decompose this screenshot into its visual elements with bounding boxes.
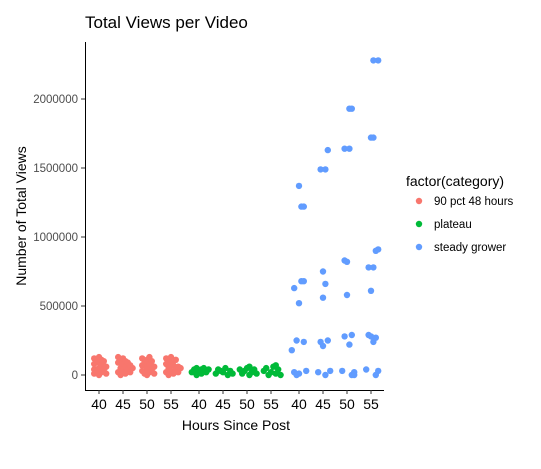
data-point <box>295 300 303 307</box>
data-point <box>253 370 260 377</box>
y-tick-label: 2000000 <box>33 94 78 106</box>
data-point <box>324 146 331 154</box>
data-point <box>367 287 375 294</box>
data-point <box>365 264 372 271</box>
data-point <box>322 371 329 379</box>
data-point <box>177 364 184 372</box>
data-point <box>151 370 158 377</box>
data-point <box>167 353 175 361</box>
data-point <box>341 257 348 264</box>
x-tick-label: 55 <box>263 396 279 412</box>
data-point <box>229 370 236 377</box>
x-tick-label: 50 <box>239 396 255 412</box>
data-point <box>148 358 155 365</box>
data-point <box>346 341 353 348</box>
data-point <box>151 363 158 370</box>
data-point <box>351 371 358 379</box>
data-point <box>100 358 108 365</box>
y-axis-title: Number of Total Views <box>13 146 29 286</box>
data-point <box>348 105 355 112</box>
data-point <box>317 166 324 173</box>
x-tick-label: 45 <box>115 396 131 412</box>
data-point <box>343 291 351 299</box>
legend-title: factor(category) <box>406 173 504 189</box>
x-tick-label: 55 <box>163 396 179 412</box>
legend-label: steady grower <box>434 242 506 254</box>
x-axis-ticks: 40 45 50 55 40 45 50 55 40 45 50 55 <box>91 390 379 412</box>
data-point <box>193 364 200 372</box>
legend-key <box>415 243 423 251</box>
data-point <box>205 366 212 373</box>
data-point <box>291 284 298 292</box>
y-axis-ticks: 0 500000 1000000 1500000 2000000 <box>33 94 85 382</box>
y-tick-label: 500000 <box>40 301 78 313</box>
data-point <box>293 371 300 379</box>
data-point <box>370 264 377 271</box>
x-axis-title: Hours Since Post <box>182 417 290 433</box>
data-point <box>348 331 355 339</box>
chart-title: Total Views per Video <box>85 13 248 32</box>
data-point <box>324 337 331 344</box>
data-point <box>217 367 224 375</box>
x-tick-label: 55 <box>363 396 379 412</box>
y-tick-label: 1500000 <box>33 163 78 175</box>
data-point <box>172 356 179 363</box>
data-point <box>375 246 382 253</box>
data-point <box>319 342 327 350</box>
data-point <box>300 203 307 210</box>
x-tick-label: 50 <box>139 396 155 412</box>
data-point <box>198 366 205 373</box>
plot-area <box>91 57 382 379</box>
data-point <box>277 371 284 379</box>
data-point <box>370 338 377 346</box>
data-point <box>272 362 279 369</box>
y-tick-label: 1000000 <box>33 232 78 244</box>
data-point <box>295 182 303 190</box>
x-tick-label: 50 <box>339 396 355 412</box>
data-point <box>375 57 382 64</box>
data-point <box>222 364 229 372</box>
data-point <box>341 333 348 340</box>
data-point <box>367 333 375 340</box>
data-point <box>319 294 327 301</box>
data-point <box>341 145 348 152</box>
y-tick-label: 0 <box>72 370 78 382</box>
data-point <box>300 338 307 346</box>
data-point <box>339 367 346 375</box>
data-point <box>288 347 295 354</box>
data-point <box>319 268 327 275</box>
data-point <box>370 134 377 141</box>
x-tick-label: 40 <box>191 396 207 412</box>
data-point <box>363 366 370 373</box>
x-tick-label: 45 <box>215 396 231 412</box>
data-point <box>293 337 300 344</box>
data-point <box>103 370 110 377</box>
data-point <box>346 145 353 152</box>
data-point <box>315 369 322 376</box>
data-point <box>303 367 310 375</box>
data-point <box>327 367 334 375</box>
x-tick-label: 40 <box>91 396 107 412</box>
data-point <box>129 364 136 372</box>
legend-label: plateau <box>434 219 472 231</box>
legend: factor(category) 90 pct 48 hours plateau s… <box>406 173 514 254</box>
legend-label: 90 pct 48 hours <box>434 196 514 208</box>
data-point <box>322 280 329 288</box>
data-point <box>372 371 379 379</box>
data-point <box>246 363 253 370</box>
legend-key <box>415 197 423 205</box>
x-tick-label: 45 <box>315 396 331 412</box>
data-point <box>300 278 307 285</box>
x-tick-label: 40 <box>291 396 307 412</box>
data-point <box>263 364 270 372</box>
data-point <box>103 363 110 370</box>
data-point <box>267 369 275 376</box>
data-point <box>322 166 329 173</box>
legend-key <box>415 220 423 228</box>
data-point <box>370 57 377 64</box>
